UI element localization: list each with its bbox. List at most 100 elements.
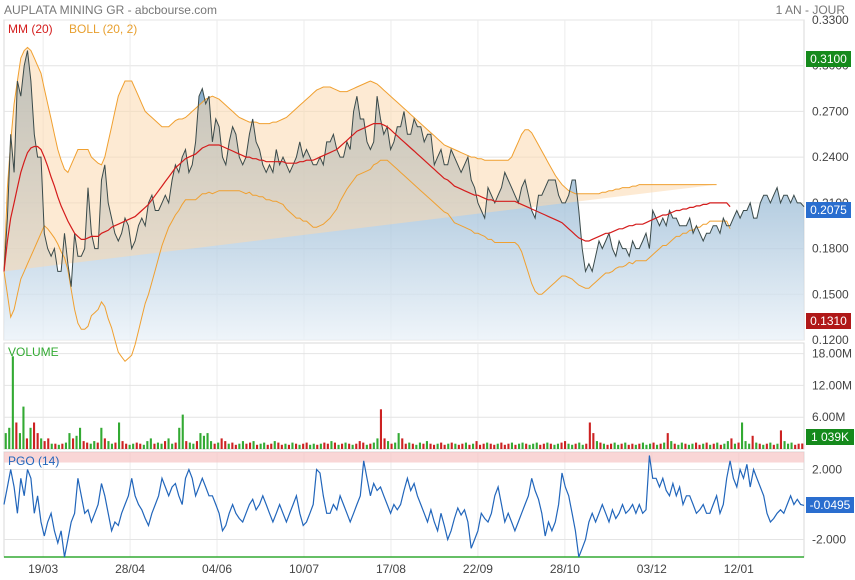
volume-bar <box>11 356 14 450</box>
volume-bar <box>620 443 623 449</box>
volume-bar <box>461 443 464 449</box>
price-tick-label: 0.1800 <box>812 242 849 256</box>
volume-bar <box>673 443 676 449</box>
volume-bar <box>677 444 680 449</box>
volume-bar <box>43 441 46 449</box>
volume-bar <box>199 433 202 449</box>
volume-bar <box>372 442 375 449</box>
volume-bar <box>503 444 506 449</box>
volume-bar <box>96 442 99 449</box>
volume-bar <box>602 443 605 449</box>
volume-bar <box>79 427 82 449</box>
volume-bar <box>787 443 790 449</box>
pgo-line <box>3 455 805 558</box>
volume-bar <box>210 441 213 449</box>
volume-bar <box>266 444 269 449</box>
volume-bar <box>241 441 244 449</box>
volume-bar <box>404 443 407 449</box>
volume-bar <box>323 442 326 449</box>
volume-bar <box>702 443 705 449</box>
volume-bar <box>121 441 124 449</box>
volume-bar <box>171 443 174 449</box>
price-layer <box>3 46 805 363</box>
volume-bar <box>213 443 216 449</box>
volume-bar <box>581 444 584 449</box>
price-tick-label: 0.2400 <box>812 150 849 164</box>
volume-bar <box>553 444 556 449</box>
volume-bar <box>330 441 333 449</box>
badge-low: 0.1310 <box>806 313 851 329</box>
volume-bar <box>748 443 751 449</box>
volume-bar <box>206 433 209 449</box>
volume-bar <box>355 443 358 449</box>
volume-bar <box>617 444 620 449</box>
volume-bar <box>535 442 538 449</box>
volume-bar <box>259 443 262 449</box>
volume-bar <box>500 442 503 449</box>
legend-pgo: PGO (14) <box>8 454 59 468</box>
volume-tick-label: 6.00M <box>812 410 845 424</box>
x-tick-label: 03/12 <box>637 562 667 576</box>
volume-bar <box>348 443 351 449</box>
x-tick-label: 28/10 <box>550 562 580 576</box>
volume-bar <box>40 438 43 449</box>
volume-bar <box>181 414 184 449</box>
volume-bar <box>542 443 545 449</box>
volume-bar <box>433 444 436 449</box>
volume-bar <box>277 442 280 449</box>
volume-bar <box>156 442 159 449</box>
x-tick-label: 22/09 <box>463 562 493 576</box>
volume-bar <box>256 444 259 449</box>
volume-bar <box>779 430 782 449</box>
volume-bar <box>118 422 121 449</box>
volume-bar <box>794 444 797 449</box>
volume-panel <box>3 342 805 450</box>
volume-bar <box>489 443 492 449</box>
volume-bar <box>730 438 733 449</box>
pgo-panel <box>3 451 805 558</box>
volume-bar <box>326 443 329 449</box>
volume-bar <box>436 443 439 449</box>
volume-bar <box>411 443 414 449</box>
volume-bar <box>482 443 485 449</box>
volume-bar <box>447 443 450 449</box>
volume-bar <box>422 443 425 449</box>
period-label[interactable]: 1 AN - JOUR <box>775 3 845 17</box>
volume-bar <box>100 427 103 449</box>
volume-bar <box>316 444 319 449</box>
volume-bar <box>192 443 195 449</box>
volume-bar <box>238 443 241 449</box>
volume-bar <box>440 442 443 449</box>
volume-bar <box>394 442 397 449</box>
volume-bar <box>93 441 96 449</box>
volume-bar <box>185 441 188 449</box>
volume-bar <box>698 444 701 449</box>
volume-bar <box>291 442 294 449</box>
volume-bar <box>528 444 531 449</box>
volume-bar <box>379 409 382 450</box>
volume-bar <box>475 441 478 449</box>
volume-bar <box>309 444 312 449</box>
volume-bar <box>564 441 567 449</box>
price-tick-label: 0.1500 <box>812 287 849 301</box>
volume-bar <box>801 443 804 449</box>
badge-high: 0.3100 <box>806 51 851 67</box>
volume-bar <box>231 442 234 449</box>
badge-volume: 1 039K <box>806 429 854 445</box>
volume-bar <box>645 444 648 449</box>
volume-tick-label: 12.00M <box>812 378 852 392</box>
volume-bar <box>302 443 305 449</box>
volume-bar <box>82 441 85 449</box>
volume-bar <box>464 442 467 449</box>
volume-bar <box>560 442 563 449</box>
volume-bar <box>54 443 57 449</box>
volume-bar <box>4 433 7 449</box>
volume-bar <box>351 444 354 449</box>
badge-pgo-text: -0.0495 <box>810 498 851 512</box>
volume-bar <box>695 442 698 449</box>
volume-bar <box>22 406 25 449</box>
pgo-tick-label: -2.000 <box>812 533 846 547</box>
volume-bar <box>649 443 652 449</box>
